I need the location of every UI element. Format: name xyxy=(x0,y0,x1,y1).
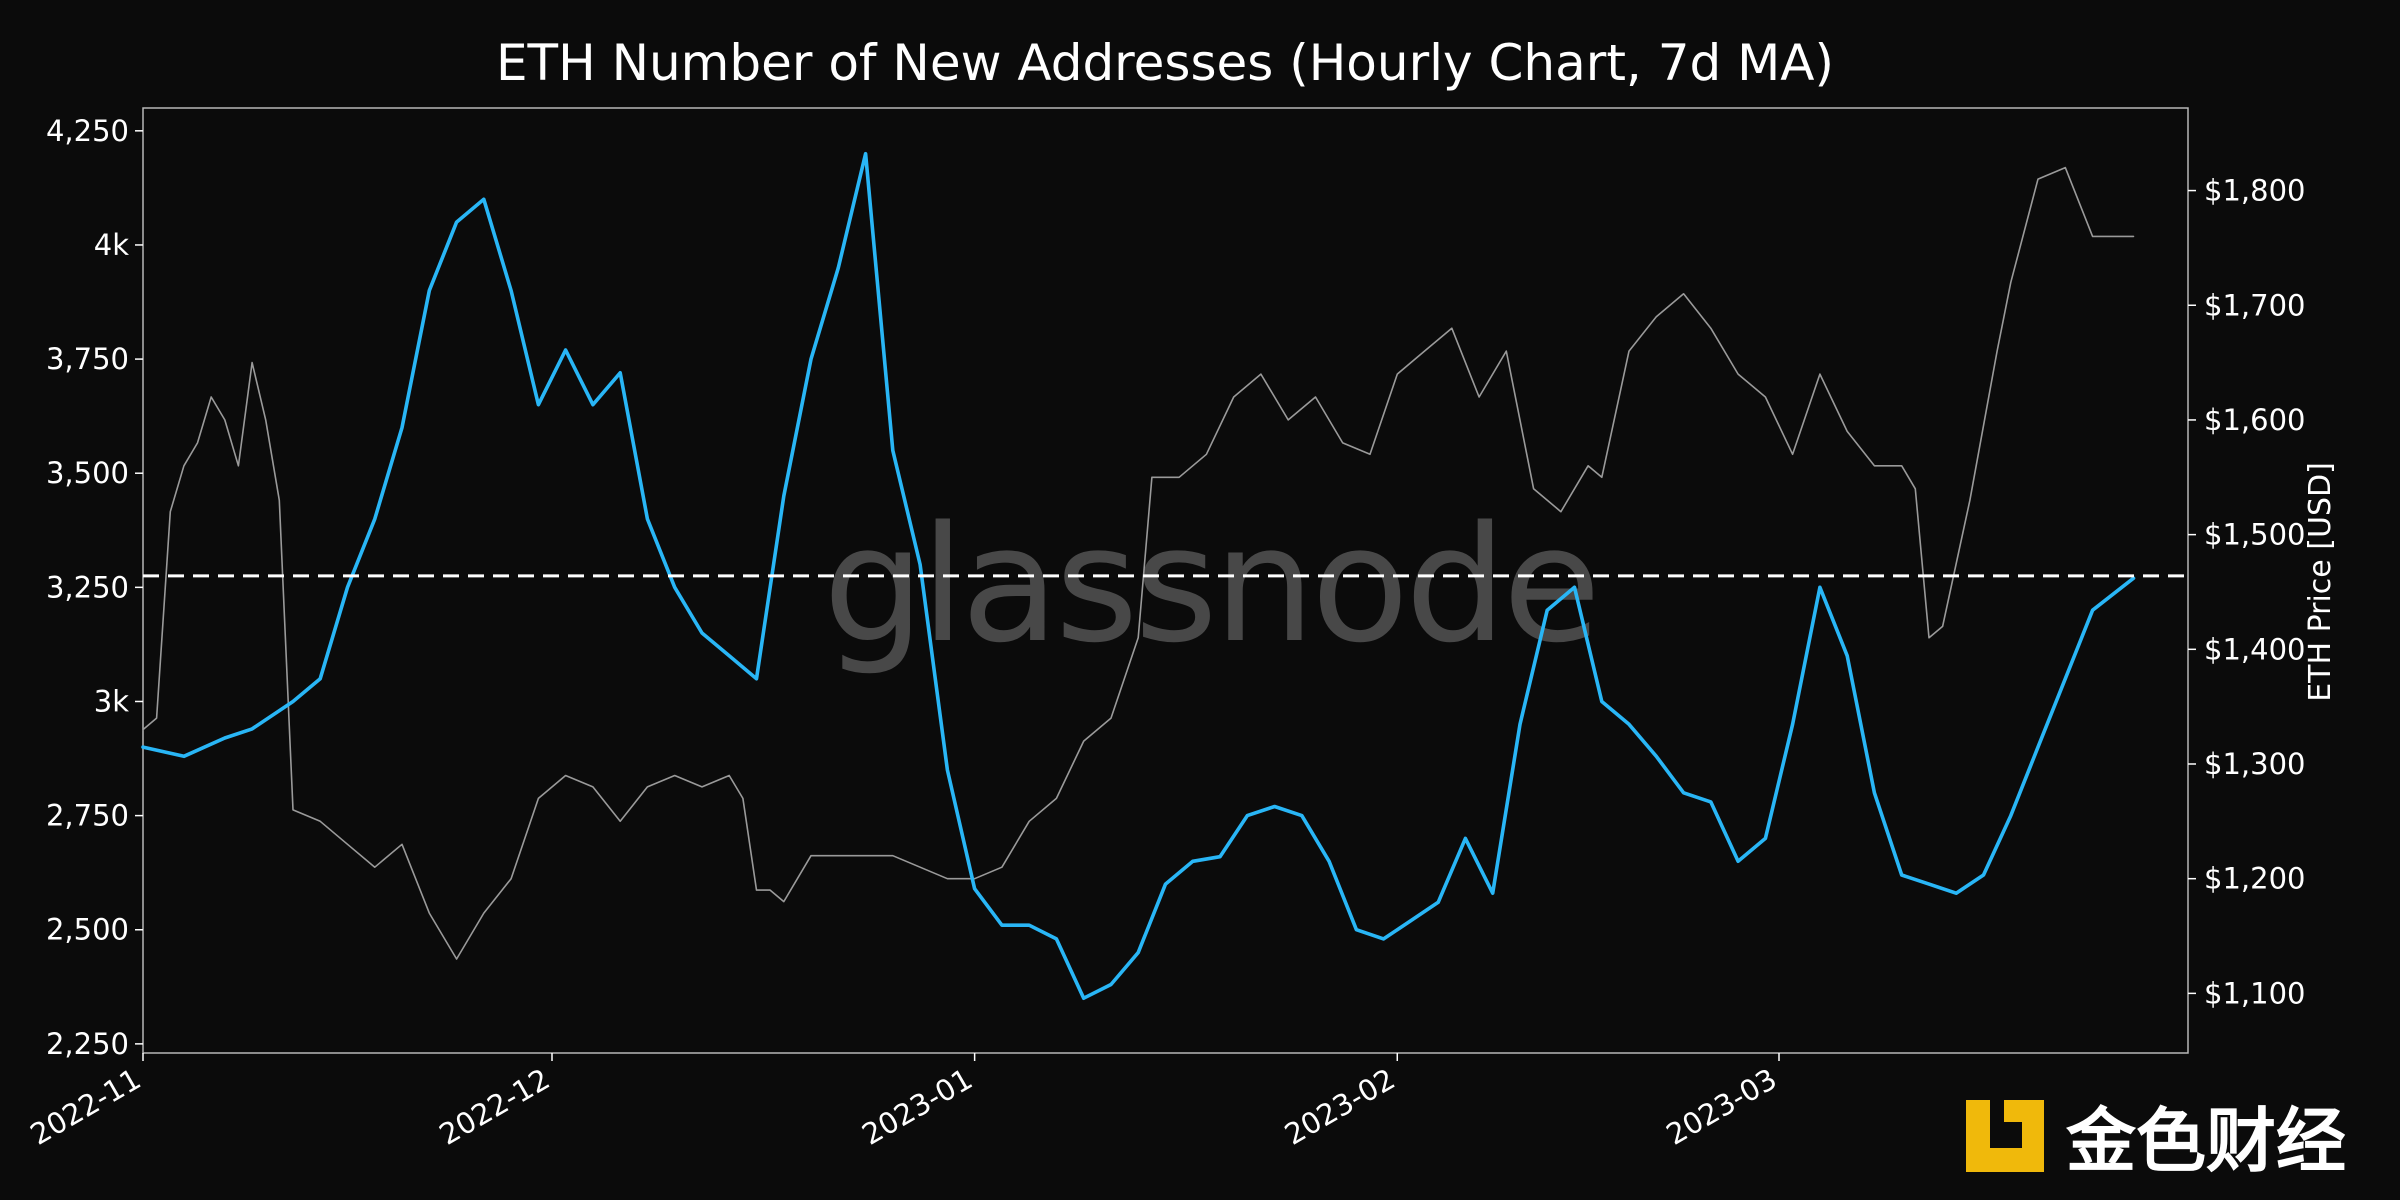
right-tick-label: $1,800 xyxy=(2204,174,2305,208)
right-tick-label: $1,100 xyxy=(2204,976,2305,1010)
left-tick-label: 3k xyxy=(94,684,129,718)
right-tick-label: $1,200 xyxy=(2204,862,2305,896)
left-tick-label: 3,750 xyxy=(46,342,129,376)
glassnode-watermark: glassnode xyxy=(823,491,1597,678)
chart-title: ETH Number of New Addresses (Hourly Char… xyxy=(496,34,1834,92)
left-tick-label: 2,750 xyxy=(46,799,129,833)
right-tick-label: $1,700 xyxy=(2204,288,2305,322)
right-tick-label: $1,300 xyxy=(2204,747,2305,781)
new-addresses-line xyxy=(141,151,2136,1001)
series-layer xyxy=(141,151,2136,1001)
right-tick-label: $1,500 xyxy=(2204,518,2305,552)
left-tick-label: 3,500 xyxy=(46,456,129,490)
right-axis-label: ETH Price [USD] xyxy=(2303,462,2338,702)
eth-price-line xyxy=(142,166,2135,960)
left-axis: 2,250 2,500 2,750 3k 3,250 3,500 3,750 4k 4,250 xyxy=(46,114,143,1061)
left-tick-label: 4,250 xyxy=(46,114,129,148)
left-tick-label: 4k xyxy=(94,228,129,262)
brand-logo: 金色财经 xyxy=(1966,1100,2346,1182)
right-tick-label: $1,400 xyxy=(2204,632,2305,666)
right-axis: $1,100 $1,200 $1,300 $1,400 $1,500 $1,600 $1,7… xyxy=(2188,174,2305,1010)
left-tick-label: 2,250 xyxy=(46,1027,129,1061)
brand-name: 金色财经 xyxy=(2065,1100,2346,1182)
brand-mark-icon xyxy=(1966,1100,2044,1172)
left-tick-label: 2,500 xyxy=(46,913,129,947)
plot-frame xyxy=(142,107,2189,1054)
right-tick-label: $1,600 xyxy=(2204,403,2305,437)
left-tick-label: 3,250 xyxy=(46,570,129,604)
